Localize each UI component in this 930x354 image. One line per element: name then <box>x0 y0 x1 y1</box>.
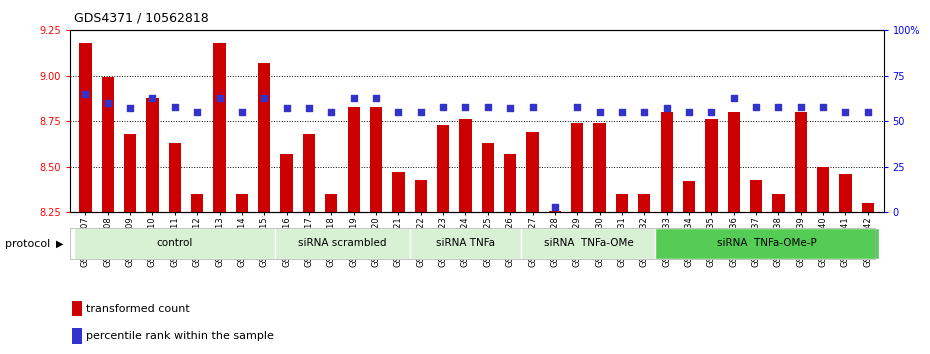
Point <box>324 109 339 115</box>
Point <box>838 109 853 115</box>
Text: siRNA TNFa: siRNA TNFa <box>436 238 495 249</box>
Point <box>391 109 405 115</box>
Point <box>749 104 764 109</box>
Bar <box>409 228 522 258</box>
Point <box>726 95 741 101</box>
Bar <box>72 301 82 316</box>
Bar <box>303 134 315 212</box>
Bar <box>522 228 656 258</box>
Point <box>413 109 428 115</box>
Bar <box>638 194 650 212</box>
Bar <box>72 328 82 344</box>
Bar <box>146 98 159 212</box>
Bar <box>616 194 628 212</box>
Bar <box>370 107 382 212</box>
Bar <box>124 134 137 212</box>
Point <box>771 104 786 109</box>
Bar <box>482 143 494 212</box>
Bar <box>504 154 516 212</box>
Bar <box>168 143 181 212</box>
Bar <box>281 154 293 212</box>
Bar <box>727 112 740 212</box>
Point <box>368 95 383 101</box>
Bar <box>683 181 695 212</box>
Text: siRNA  TNFa-OMe-P: siRNA TNFa-OMe-P <box>717 238 817 249</box>
Bar <box>817 167 830 212</box>
Point <box>659 105 674 111</box>
Bar <box>549 211 561 212</box>
Bar <box>750 179 763 212</box>
Point <box>592 109 607 115</box>
Text: transformed count: transformed count <box>86 303 190 314</box>
Point <box>793 104 808 109</box>
Bar <box>259 63 271 212</box>
Bar <box>415 179 427 212</box>
Bar <box>326 194 338 212</box>
Point <box>570 104 585 109</box>
Bar <box>459 119 472 212</box>
Bar <box>526 132 538 212</box>
Bar <box>794 112 807 212</box>
Bar <box>213 43 226 212</box>
Text: siRNA  TNFa-OMe: siRNA TNFa-OMe <box>543 238 633 249</box>
Point <box>212 95 227 101</box>
Point <box>704 109 719 115</box>
Bar <box>593 123 605 212</box>
Point <box>615 109 630 115</box>
Point <box>682 109 697 115</box>
Bar <box>437 125 449 212</box>
Point <box>190 109 205 115</box>
Point <box>279 105 294 111</box>
Bar <box>74 228 275 258</box>
Point <box>145 95 160 101</box>
Point <box>503 105 518 111</box>
Point <box>458 104 472 109</box>
Bar <box>660 112 672 212</box>
Point <box>860 109 875 115</box>
Bar <box>772 194 785 212</box>
Text: percentile rank within the sample: percentile rank within the sample <box>86 331 274 341</box>
Point <box>346 95 361 101</box>
Bar <box>191 194 204 212</box>
Point <box>123 105 138 111</box>
Bar <box>79 43 91 212</box>
Bar <box>656 228 879 258</box>
Bar <box>392 172 405 212</box>
Bar <box>705 119 718 212</box>
Bar <box>571 123 583 212</box>
Bar <box>275 228 409 258</box>
Bar <box>348 107 360 212</box>
Point <box>234 109 249 115</box>
Point <box>637 109 652 115</box>
Text: ▶: ▶ <box>56 239 63 249</box>
Point <box>435 104 450 109</box>
Point <box>481 104 496 109</box>
Text: control: control <box>156 238 193 249</box>
Point <box>525 104 540 109</box>
Point <box>167 104 182 109</box>
Point <box>100 100 115 106</box>
Text: protocol: protocol <box>5 239 50 249</box>
Bar <box>101 78 113 212</box>
Point <box>78 91 93 97</box>
Bar <box>840 174 852 212</box>
Text: GDS4371 / 10562818: GDS4371 / 10562818 <box>74 12 209 25</box>
Point <box>816 104 830 109</box>
Bar <box>862 203 874 212</box>
Point <box>301 105 316 111</box>
Text: siRNA scrambled: siRNA scrambled <box>299 238 387 249</box>
Point <box>548 204 563 210</box>
Bar <box>235 194 248 212</box>
Point <box>257 95 272 101</box>
